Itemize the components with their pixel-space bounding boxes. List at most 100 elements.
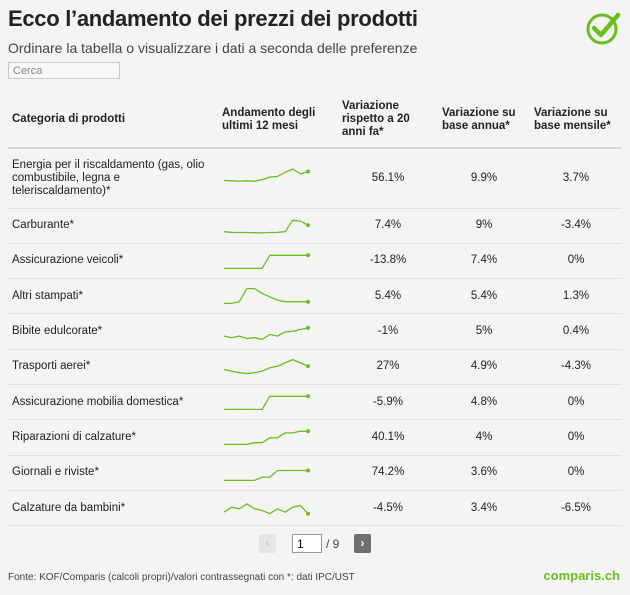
sparkline-line: [223, 503, 309, 515]
sparkline-line: [223, 219, 309, 234]
cell-monthly: 0.4%: [530, 313, 622, 350]
table-row: Trasporti aerei* 27% 4.9% -4.3%: [8, 349, 622, 385]
page-title: Ecco l’andamento dei prezzi dei prodotti: [8, 6, 418, 31]
sparkline-line: [224, 469, 308, 481]
cell-trend: [218, 384, 338, 421]
sparkline-line: [223, 358, 309, 374]
table-header-row: Categoria di prodotti Andamento degli ul…: [8, 92, 622, 149]
sparkline-chart: [224, 468, 310, 481]
cell-monthly: 0%: [530, 419, 622, 456]
cell-category: Bibite edulcorate*: [8, 313, 218, 350]
table-row: Assicurazione mobilia domestica* -5.9% 4.8…: [8, 384, 622, 421]
cell-trend: [218, 243, 338, 280]
price-table: Categoria di prodotti Andamento degli ul…: [8, 92, 622, 527]
cell-var20: -4.5%: [338, 490, 438, 527]
table-row: Riparazioni di calzature* 40.1% 4% 0%: [8, 419, 622, 456]
column-header-yearly[interactable]: Variazione su base annua*: [438, 92, 530, 149]
sparkline-chart: [224, 288, 310, 305]
cell-var20: 74.2%: [338, 455, 438, 491]
cell-var20: 27%: [338, 349, 438, 385]
source-note: Fonte: KOF/Comparis (calcoli propri)/val…: [8, 572, 355, 583]
cell-yearly: 4%: [438, 419, 530, 456]
cell-monthly: 1.3%: [530, 278, 622, 315]
sparkline-end-point: [306, 468, 310, 473]
cell-var20: -13.8%: [338, 243, 438, 280]
page-number-input[interactable]: [292, 534, 322, 553]
sparkline-chart: [224, 394, 310, 411]
cell-monthly: 0%: [530, 243, 622, 280]
cell-category: Riparazioni di calzature*: [8, 419, 218, 456]
column-header-monthly[interactable]: Variazione su base mensile*: [530, 92, 622, 149]
sparkline-chart: [223, 503, 310, 516]
cell-trend: [218, 349, 338, 385]
cell-category: Energia per il riscaldamento (gas, olio …: [8, 148, 218, 209]
table-row: Bibite edulcorate* -1% 5% 0.4%: [8, 313, 622, 350]
cell-trend: [218, 313, 338, 350]
sparkline-end-point: [306, 325, 310, 330]
cell-var20: 7.4%: [338, 208, 438, 244]
cell-var20: -5.9%: [338, 384, 438, 421]
cell-var20: 40.1%: [338, 419, 438, 456]
cell-yearly: 9.9%: [438, 148, 530, 209]
sparkline-chart: [224, 429, 310, 446]
pagination: ‹ / 9 ›: [0, 534, 630, 554]
next-page-button[interactable]: ›: [354, 534, 371, 553]
cell-trend: [218, 208, 338, 244]
cell-yearly: 4.9%: [438, 349, 530, 385]
sparkline-line: [224, 431, 308, 446]
sparkline-line: [224, 288, 308, 305]
cell-category: Assicurazione mobilia domestica*: [8, 384, 218, 421]
cell-var20: 56.1%: [338, 148, 438, 209]
cell-yearly: 3.4%: [438, 490, 530, 527]
page-total: / 9: [326, 537, 340, 551]
cell-trend: [218, 419, 338, 456]
cell-category: Altri stampati*: [8, 278, 218, 315]
sparkline-line: [223, 326, 309, 340]
table-body: Energia per il riscaldamento (gas, olio …: [8, 148, 622, 527]
cell-monthly: 0%: [530, 455, 622, 491]
prev-page-button[interactable]: ‹: [259, 534, 276, 553]
cell-trend: [218, 148, 338, 209]
cell-yearly: 9%: [438, 208, 530, 244]
sparkline-line: [224, 395, 308, 411]
sparkline-line: [223, 168, 309, 183]
sparkline-line: [224, 254, 308, 269]
cell-category: Calzature da bambini*: [8, 490, 218, 527]
cell-category: Giornali e riviste*: [8, 455, 218, 491]
table-row: Giornali e riviste* 74.2% 3.6% 0%: [8, 455, 622, 491]
column-header-var20[interactable]: Variazione rispetto a 20 anni fa*: [338, 92, 438, 149]
sparkline-chart: [224, 253, 310, 269]
sparkline-end-point: [306, 222, 310, 227]
cell-category: Carburante*: [8, 208, 218, 244]
search-input[interactable]: [8, 62, 120, 79]
cell-monthly: -6.5%: [530, 490, 622, 527]
page-subtitle: Ordinare la tabella o visualizzare i dat…: [8, 40, 418, 56]
column-header-category[interactable]: Categoria di prodotti: [8, 92, 218, 149]
cell-category: Trasporti aerei*: [8, 349, 218, 385]
sparkline-end-point: [306, 169, 310, 174]
table-row: Energia per il riscaldamento (gas, olio …: [8, 148, 622, 209]
cell-yearly: 7.4%: [438, 243, 530, 280]
sparkline-chart: [223, 168, 310, 183]
sparkline-end-point: [306, 511, 310, 516]
table-row: Carburante* 7.4% 9% -3.4%: [8, 208, 622, 244]
sparkline-end-point: [306, 364, 310, 369]
sparkline-chart: [223, 325, 310, 340]
column-header-trend[interactable]: Andamento degli ultimi 12 mesi: [218, 92, 338, 149]
cell-monthly: 0%: [530, 384, 622, 421]
cell-var20: 5.4%: [338, 278, 438, 315]
table-row: Calzature da bambini* -4.5% 3.4% -6.5%: [8, 490, 622, 527]
cell-trend: [218, 490, 338, 527]
cell-trend: [218, 455, 338, 491]
cell-category: Assicurazione veicoli*: [8, 243, 218, 280]
sparkline-end-point: [306, 429, 310, 434]
cell-var20: -1%: [338, 313, 438, 350]
sparkline-end-point: [306, 253, 310, 258]
table-row: Assicurazione veicoli* -13.8% 7.4% 0%: [8, 243, 622, 280]
brand-logo[interactable]: comparis.ch: [543, 568, 620, 583]
sparkline-chart: [223, 219, 310, 234]
cell-monthly: 3.7%: [530, 148, 622, 209]
cell-yearly: 4.8%: [438, 384, 530, 421]
cell-yearly: 3.6%: [438, 455, 530, 491]
cell-monthly: -3.4%: [530, 208, 622, 244]
